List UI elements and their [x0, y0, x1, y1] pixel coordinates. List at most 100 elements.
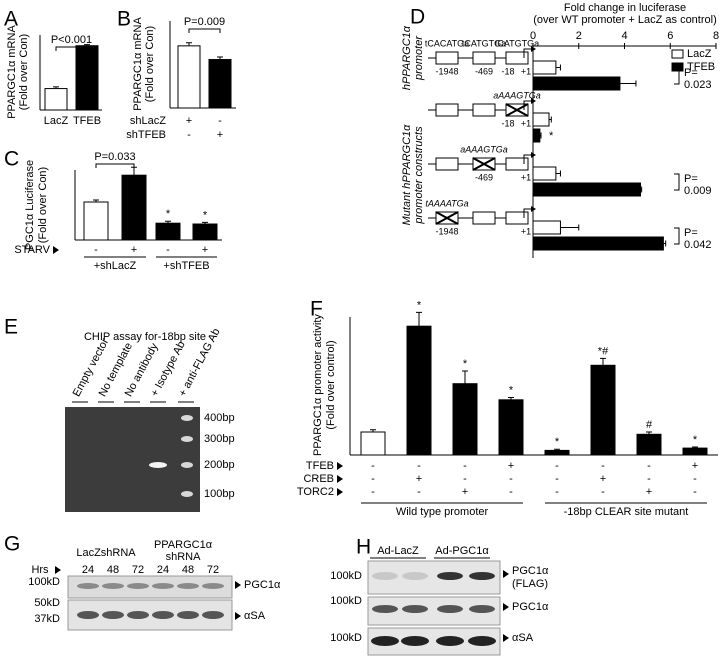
arrowhead [503, 570, 509, 578]
blot-band [202, 611, 224, 619]
error-bar [508, 397, 514, 400]
blot-band [177, 583, 199, 589]
condition-sign: - [693, 486, 697, 498]
group-label: +shTFEB [163, 260, 209, 272]
promoter-box [435, 51, 459, 65]
promoter-box [505, 51, 529, 65]
site-label: aAAAGTGa [460, 144, 508, 154]
p-value: P=0.009 [184, 16, 225, 28]
condition-sign: - [94, 244, 98, 256]
condition-sign: - [463, 460, 467, 472]
bar [452, 383, 478, 456]
error-bar [692, 446, 698, 449]
condition-sign: - [417, 486, 421, 498]
blot-band [177, 611, 199, 619]
arrowhead [235, 581, 241, 589]
legend-label: LacZ [687, 48, 712, 60]
bar [532, 112, 550, 127]
tss-arrow [523, 100, 531, 110]
mutation-cross [435, 211, 459, 225]
error-bar [549, 116, 552, 123]
x-tick-label: 4 [621, 30, 627, 42]
site-label: tCATGTGa [495, 38, 539, 48]
condition-label: CREB [303, 473, 334, 485]
error-bar [646, 431, 652, 435]
bar [192, 223, 218, 241]
position-label: +1 [521, 226, 531, 236]
site-label: tCATGTGa [462, 38, 506, 48]
blot-band [102, 583, 124, 589]
arrowhead [337, 488, 343, 496]
error-bar [165, 220, 171, 224]
panel-label: C [4, 148, 19, 171]
tss-arrow [523, 48, 531, 58]
position-label: -1948 [435, 226, 458, 236]
ladder-label: 400bp [204, 412, 235, 424]
gel [65, 407, 200, 512]
significance-marker: # [646, 419, 653, 431]
error-bar [619, 80, 637, 87]
blot-band [401, 636, 429, 646]
p-value: P<0.001 [51, 34, 92, 46]
timepoint: 24 [82, 564, 94, 576]
ladder-band [181, 415, 193, 421]
ladder-band [181, 491, 193, 497]
p-value: P=0.033 [94, 151, 135, 163]
y-axis-label: (Fold over Con) [144, 26, 156, 102]
condition-sign: + [217, 129, 223, 141]
panel-label: B [117, 8, 131, 31]
condition-sign: - [371, 460, 375, 472]
chart-title: Fold change in luciferase [564, 2, 686, 14]
p-value: P= [684, 67, 698, 79]
tss-arrow [523, 154, 531, 164]
blot-band [371, 636, 399, 646]
hrs-label: Hrs [31, 564, 49, 576]
bar [44, 88, 68, 111]
bar [177, 45, 201, 109]
target-label: (FLAG) [512, 578, 548, 590]
ladder-label: 200bp [204, 459, 235, 471]
blot-band [402, 572, 428, 580]
timepoint: 72 [207, 564, 219, 576]
bar [532, 236, 664, 251]
condition-sign: - [509, 486, 513, 498]
y-axis-label: (Fold over Con) [18, 34, 30, 110]
site-label: aAAAGTGa [493, 90, 541, 100]
error-bar [93, 199, 99, 202]
legend-swatch [671, 62, 684, 72]
panel-label: A [4, 8, 18, 31]
condition-sign: - [601, 460, 605, 472]
side-label: hPPARGC1α [401, 25, 413, 90]
bar [532, 76, 621, 91]
group-label: -18bp CLEAR site mutant [564, 506, 689, 518]
condition-sign: + [646, 486, 652, 498]
p-value: 0.009 [684, 185, 712, 197]
condition-sign: + [692, 460, 698, 472]
condition-label: shLacZ [130, 115, 166, 127]
x-tick-label: 0 [530, 30, 536, 42]
panel-label: G [4, 533, 20, 556]
panel-label: D [410, 6, 425, 29]
group-label: shRNA [166, 551, 202, 563]
bracket [674, 173, 680, 191]
bracket [95, 163, 135, 168]
marker-label: 37kD [34, 613, 60, 625]
panel-label: E [4, 316, 18, 339]
error-bar [555, 64, 561, 71]
blot-band [102, 611, 124, 619]
condition-sign: - [555, 460, 559, 472]
condition-sign: - [371, 486, 375, 498]
promoter-box [435, 103, 459, 117]
panel-label: H [356, 536, 371, 559]
condition-sign: + [508, 460, 514, 472]
position-label: +1 [521, 118, 531, 128]
y-axis-label: PPARGC1α mRNA [6, 25, 18, 119]
significance-marker: * [549, 130, 554, 142]
bar [590, 364, 616, 456]
significance-marker: * [693, 434, 698, 446]
ladder-band [181, 436, 193, 442]
condition-sign: - [166, 244, 170, 256]
condition-sign: - [371, 473, 375, 485]
condition-sign: - [647, 473, 651, 485]
bar [75, 45, 99, 111]
